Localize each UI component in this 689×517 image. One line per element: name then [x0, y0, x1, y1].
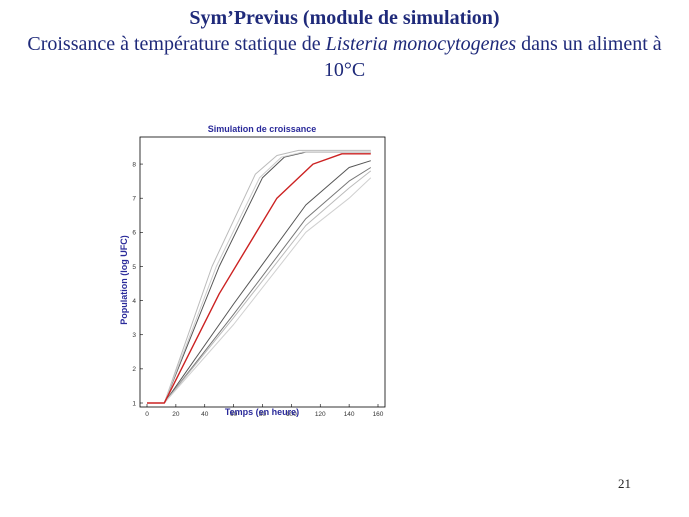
y-tick-label: 2: [132, 366, 136, 373]
y-axis-ticks: 1 2 3 4 5 6 7 8: [132, 161, 143, 407]
x-tick-label: 160: [373, 411, 384, 418]
y-tick-label: 3: [132, 332, 136, 339]
subtitle-part-2: dans un aliment à 10°C: [323, 33, 662, 81]
x-tick-label: 60: [230, 411, 238, 418]
slide-subtitle: Croissance à température statique de Lis…: [10, 31, 679, 83]
x-axis-label: Temps (en heure): [225, 407, 299, 417]
x-tick-label: 40: [201, 411, 209, 418]
x-axis-ticks: 0 20 40 60 80 100 120 140 160: [145, 404, 384, 418]
growth-chart: Simulation de croissance 0 20 40 60 80 100 120…: [119, 124, 386, 418]
x-tick-label: 0: [145, 411, 149, 418]
y-tick-label: 6: [132, 230, 136, 237]
slide-title: Sym’Previus (module de simulation): [189, 7, 500, 29]
page-number: 21: [618, 476, 631, 491]
subtitle-species-name: Listeria monocytogenes: [325, 33, 517, 55]
y-tick-label: 4: [132, 298, 136, 305]
subtitle-part-1: Croissance à température statique de: [27, 33, 326, 55]
y-tick-label: 8: [132, 161, 136, 168]
x-tick-label: 140: [344, 411, 355, 418]
x-tick-label: 20: [172, 411, 180, 418]
y-tick-label: 1: [132, 400, 136, 407]
x-tick-label: 120: [315, 411, 326, 418]
y-tick-label: 7: [132, 196, 136, 203]
chart-title: Simulation de croissance: [208, 124, 317, 134]
series-line-median: [147, 153, 371, 404]
x-tick-label: 80: [259, 411, 267, 418]
y-tick-label: 5: [132, 264, 136, 271]
x-tick-label: 100: [286, 411, 297, 418]
series-layer: [147, 149, 372, 404]
y-axis-label: Population (log UFC): [119, 235, 129, 324]
